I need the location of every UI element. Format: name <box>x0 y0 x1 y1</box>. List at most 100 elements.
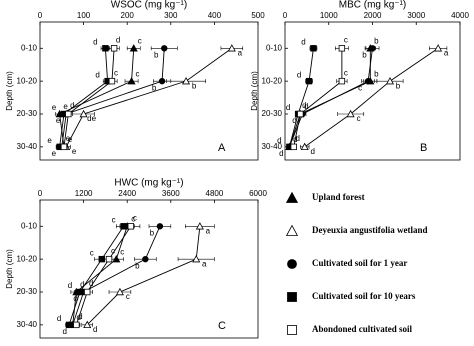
point <box>287 259 297 269</box>
significance-letter: e <box>56 116 61 125</box>
significance-letter: c <box>138 36 142 45</box>
point <box>195 222 204 230</box>
y-tick-label: 0-10 <box>21 221 38 230</box>
significance-letter: a <box>444 48 449 57</box>
point <box>60 143 68 151</box>
point <box>285 224 299 236</box>
significance-letter: d <box>73 294 77 303</box>
significance-letter: d <box>80 280 84 289</box>
x-tick-label: 6000 <box>249 189 267 198</box>
series-line <box>68 226 124 325</box>
y-tick-label: 10-20 <box>17 76 38 85</box>
point <box>290 143 297 151</box>
significance-letter: d <box>78 312 82 321</box>
significance-letter: d <box>302 101 306 110</box>
point <box>385 76 395 85</box>
point <box>102 45 109 52</box>
point <box>158 77 166 85</box>
point <box>285 191 299 203</box>
significance-letter: d <box>297 70 301 79</box>
significance-letter: c <box>111 246 115 255</box>
series-line <box>293 48 343 147</box>
legend-label: Cultivated soil for 1 year <box>312 258 407 268</box>
chart-title: HWC (mg kg⁻¹) <box>114 178 183 189</box>
significance-letter: e <box>52 149 57 158</box>
series-line <box>304 47 439 148</box>
x-tick-label: 400 <box>208 11 222 20</box>
significance-letter: c <box>114 68 118 77</box>
point <box>227 44 236 52</box>
significance-letter: d <box>279 149 283 158</box>
significance-letter: a <box>206 226 211 235</box>
x-tick-label: 0 <box>38 11 43 20</box>
significance-letter: d <box>116 35 120 44</box>
x-tick-label: 2000 <box>364 11 382 20</box>
point <box>156 223 164 230</box>
significance-letter: d <box>89 279 93 288</box>
significance-letter: b <box>192 81 197 90</box>
significance-letter: c <box>358 83 362 92</box>
chart-title: MBC (mg kg⁻¹) <box>339 0 407 11</box>
x-tick-label: 100 <box>77 11 91 20</box>
point <box>79 109 88 118</box>
series-line <box>75 226 132 325</box>
x-tick-label: 4000 <box>451 11 469 20</box>
point <box>338 77 346 85</box>
significance-letter: b <box>152 83 157 92</box>
legend-label: Deyeuxia angustifolia wetland <box>312 225 428 235</box>
point <box>110 45 118 52</box>
point <box>192 254 201 263</box>
significance-letter: d <box>57 314 61 323</box>
plot-frame <box>39 199 259 339</box>
legend-label: Upland forest <box>312 192 365 202</box>
point <box>65 321 73 329</box>
point <box>161 45 168 52</box>
point <box>300 142 309 151</box>
significance-letter: e <box>72 147 77 156</box>
significance-letter: d <box>68 281 72 290</box>
x-tick-label: 500 <box>251 11 265 20</box>
significance-letter: e <box>63 102 68 111</box>
x-tick-label: 0 <box>38 189 43 198</box>
panel-label: A <box>218 142 226 154</box>
significance-letter: d <box>95 70 99 79</box>
chart-title: WSOC (mg kg⁻¹) <box>111 0 187 11</box>
significance-letter: c <box>133 213 137 222</box>
significance-letter: d <box>286 103 290 112</box>
y-tick-label: 30-40 <box>17 142 38 151</box>
point <box>297 110 304 118</box>
point <box>287 292 297 302</box>
y-tick-label: 0-10 <box>21 43 38 52</box>
series-line <box>63 48 115 147</box>
significance-letter: a <box>238 48 243 57</box>
significance-letter: b <box>396 81 401 90</box>
legend-label: Cultivated soil for 10 years <box>312 291 416 301</box>
point <box>182 76 191 85</box>
x-tick-label: 4800 <box>206 189 224 198</box>
significance-letter: d <box>304 102 308 111</box>
y-axis-title: Depth (cm) <box>5 249 14 289</box>
y-tick-label: 0-10 <box>266 43 283 52</box>
y-tick-label: 10-20 <box>17 254 38 263</box>
x-tick-label: 1200 <box>75 189 93 198</box>
significance-letter: c <box>131 214 135 223</box>
point <box>364 77 372 85</box>
x-tick-label: 0 <box>283 11 288 20</box>
series-line <box>288 48 373 148</box>
point <box>115 287 124 296</box>
significance-letter: c <box>112 215 116 224</box>
significance-letter: de <box>87 114 96 123</box>
point <box>127 76 136 85</box>
x-tick-label: 1000 <box>320 11 338 20</box>
significance-letter: e <box>52 103 57 112</box>
x-tick-label: 2400 <box>118 189 136 198</box>
panel-label: B <box>420 142 427 154</box>
y-tick-label: 10-20 <box>262 76 283 85</box>
point <box>83 320 92 329</box>
series-line <box>65 47 233 148</box>
series-line <box>59 48 135 147</box>
series-line <box>61 48 165 147</box>
significance-letter: b <box>150 228 155 237</box>
x-tick-label: 3000 <box>407 11 425 20</box>
